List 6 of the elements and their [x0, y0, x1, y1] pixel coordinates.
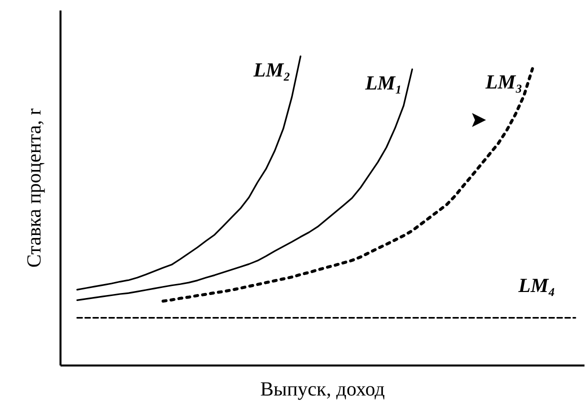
- series-label: LM₁: [364, 72, 402, 94]
- series-label: LM₄: [517, 274, 556, 297]
- y-axis-title: Ставка процента, r: [24, 108, 46, 268]
- x-axis-title: Выпуск, доход: [260, 378, 385, 400]
- series-label: LM₂: [252, 59, 291, 82]
- series-label: LM₃: [484, 72, 522, 94]
